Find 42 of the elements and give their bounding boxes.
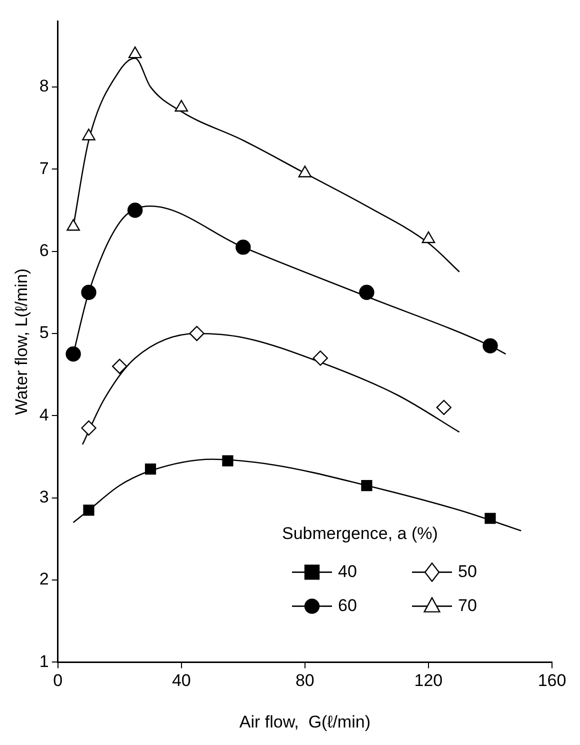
x-tick-label: 80: [295, 671, 314, 690]
y-tick-label: 5: [39, 323, 49, 342]
point: [144, 464, 156, 475]
x-tick-label: 160: [538, 671, 566, 690]
point: [422, 231, 436, 244]
point: [174, 100, 188, 112]
legend-label: 60: [338, 596, 357, 615]
x-tick-label: 120: [414, 671, 443, 690]
point: [312, 350, 328, 366]
point: [236, 240, 251, 255]
point: [359, 284, 374, 300]
point: [361, 480, 372, 492]
point: [189, 326, 204, 342]
point: [66, 346, 81, 362]
point: [66, 219, 80, 231]
point: [222, 455, 234, 466]
point: [81, 420, 96, 436]
y-tick-label: 1: [39, 652, 49, 671]
legend-label: 40: [338, 562, 357, 581]
legend-title: Submergence, a (%): [282, 524, 438, 543]
x-tick-label: 0: [53, 671, 63, 690]
x-axis-title: Air flow, G(ℓ/min): [239, 712, 370, 732]
y-tick-label: 2: [39, 570, 49, 589]
point: [112, 358, 128, 374]
legend-label: 70: [458, 596, 477, 615]
point: [482, 338, 498, 354]
y-tick-label: 4: [39, 405, 49, 424]
point: [484, 512, 496, 524]
point: [81, 284, 96, 300]
y-axis-title: Water flow, L(ℓ/min): [12, 268, 31, 415]
y-tick-label: 6: [39, 240, 49, 260]
point: [298, 166, 312, 178]
y-tick-label: 3: [39, 488, 49, 507]
point: [82, 128, 96, 140]
x-tick-label: 40: [172, 671, 191, 690]
legend-label: 50: [458, 562, 477, 581]
point: [83, 504, 94, 516]
point: [436, 400, 452, 416]
point: [127, 202, 143, 218]
point: [128, 46, 142, 58]
y-tick-label: 8: [39, 76, 49, 96]
y-tick-label: 7: [39, 158, 49, 178]
